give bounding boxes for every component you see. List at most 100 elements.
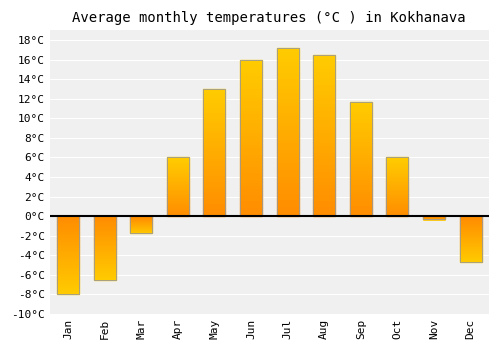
Bar (276, 129, 298, 132)
Bar (204, 203, 226, 206)
Bar (240, 63, 262, 66)
Bar (57, 258, 79, 260)
Bar (57, 238, 79, 239)
Bar (276, 98, 298, 102)
Bar (57, 235, 79, 236)
Bar (460, 232, 481, 233)
Bar (57, 266, 79, 268)
Bar (386, 186, 408, 187)
Bar (276, 108, 298, 112)
Bar (460, 250, 481, 251)
Bar (167, 211, 189, 212)
Bar (386, 191, 408, 193)
Bar (167, 191, 189, 193)
Bar (460, 242, 481, 243)
Bar (460, 230, 481, 231)
Bar (204, 214, 226, 216)
Bar (94, 264, 116, 266)
Bar (350, 122, 372, 125)
Bar (240, 201, 262, 204)
Bar (313, 155, 335, 158)
Bar (350, 102, 372, 216)
Bar (460, 258, 481, 259)
Bar (57, 261, 79, 263)
Bar (167, 207, 189, 208)
Bar (167, 197, 189, 198)
Bar (386, 188, 408, 189)
Bar (57, 275, 79, 277)
Bar (94, 216, 116, 280)
Bar (167, 176, 189, 177)
Bar (350, 145, 372, 147)
Bar (276, 58, 298, 62)
Bar (240, 182, 262, 185)
Bar (57, 268, 79, 269)
Bar (94, 221, 116, 223)
Bar (350, 166, 372, 168)
Bar (240, 135, 262, 138)
Bar (94, 236, 116, 238)
Bar (386, 208, 408, 209)
Bar (386, 174, 408, 175)
Bar (313, 61, 335, 64)
Bar (57, 243, 79, 244)
Bar (167, 202, 189, 203)
Bar (167, 167, 189, 168)
Bar (276, 209, 298, 213)
Bar (204, 170, 226, 173)
Bar (460, 225, 481, 226)
Bar (460, 254, 481, 255)
Bar (313, 194, 335, 197)
Bar (57, 249, 79, 251)
Bar (240, 132, 262, 135)
Bar (240, 210, 262, 213)
Bar (276, 48, 298, 216)
Bar (460, 238, 481, 239)
Bar (350, 134, 372, 136)
Bar (204, 147, 226, 150)
Bar (386, 189, 408, 190)
Bar (313, 158, 335, 161)
Bar (240, 82, 262, 85)
Bar (386, 183, 408, 184)
Bar (460, 257, 481, 258)
Bar (240, 75, 262, 78)
Bar (204, 89, 226, 216)
Bar (167, 193, 189, 194)
Bar (204, 142, 226, 145)
Bar (240, 191, 262, 194)
Bar (57, 254, 79, 255)
Bar (94, 248, 116, 249)
Bar (276, 196, 298, 199)
Bar (204, 175, 226, 178)
Bar (313, 132, 335, 135)
Bar (204, 110, 226, 112)
Bar (57, 230, 79, 232)
Bar (57, 288, 79, 289)
Bar (167, 180, 189, 181)
Bar (313, 190, 335, 194)
Bar (167, 196, 189, 197)
Bar (204, 183, 226, 186)
Bar (167, 182, 189, 183)
Bar (386, 173, 408, 174)
Bar (276, 149, 298, 152)
Bar (167, 168, 189, 169)
Bar (167, 188, 189, 189)
Bar (386, 190, 408, 191)
Bar (94, 224, 116, 225)
Bar (57, 233, 79, 235)
Bar (313, 187, 335, 190)
Bar (167, 201, 189, 202)
Bar (276, 119, 298, 122)
Bar (204, 145, 226, 147)
Bar (94, 266, 116, 267)
Bar (313, 71, 335, 74)
Bar (57, 232, 79, 233)
Bar (240, 141, 262, 144)
Bar (94, 254, 116, 256)
Bar (313, 64, 335, 68)
Bar (94, 240, 116, 241)
Bar (94, 276, 116, 277)
Bar (276, 55, 298, 58)
